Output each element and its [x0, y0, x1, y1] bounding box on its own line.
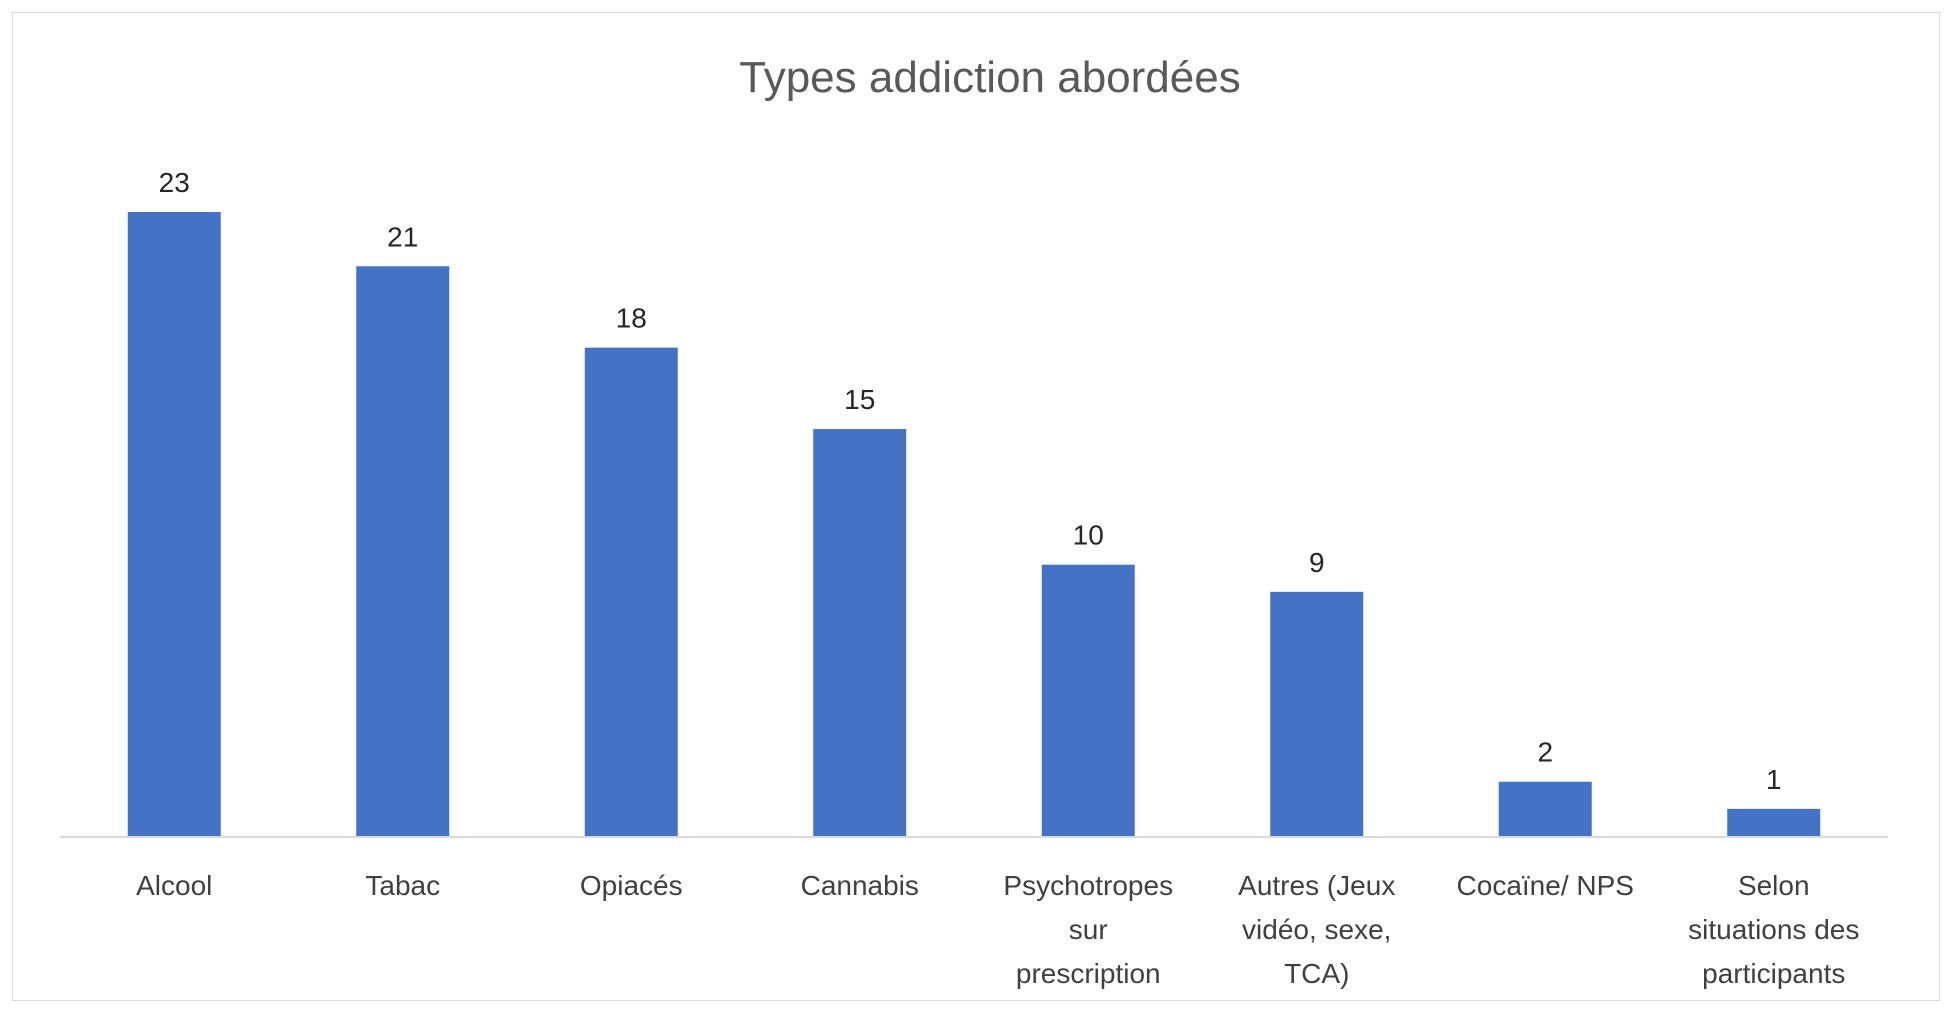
chart-title: Types addiction abordées [739, 53, 1240, 102]
bar-0 [127, 212, 221, 836]
x-tick-label-4: Psychotropes sur prescription [1003, 870, 1173, 989]
bar-5 [1270, 591, 1364, 836]
data-label-7: 1 [1766, 764, 1782, 795]
x-tick-label-7: Selon situations des participants [1688, 870, 1859, 989]
x-tick-labels-group: Alcool Tabac Opiacés Cannabis Psychotropes su… [136, 870, 1859, 989]
x-tick-label-2: Opiacés [580, 870, 683, 901]
bars-group [127, 212, 1821, 836]
x-tick-label-6: Cocaïne/ NPS [1457, 870, 1634, 901]
bar-6 [1498, 781, 1592, 836]
data-label-5: 9 [1309, 547, 1325, 578]
data-label-6: 2 [1537, 737, 1553, 768]
x-tick-label-3: Cannabis [801, 870, 919, 901]
bar-4 [1041, 564, 1135, 836]
data-label-2: 18 [616, 303, 647, 334]
x-tick-label-5: Autres (Jeux vidéo, sexe, TCA) [1238, 870, 1395, 989]
bar-1 [356, 266, 450, 836]
data-label-3: 15 [844, 384, 875, 415]
bar-2 [584, 347, 678, 836]
bar-3 [813, 429, 907, 836]
data-label-4: 10 [1073, 520, 1104, 551]
data-label-0: 23 [159, 167, 190, 198]
x-tick-label-0: Alcool [136, 870, 212, 901]
data-label-1: 21 [387, 221, 418, 252]
x-tick-label-1: Tabac [365, 870, 440, 901]
bar-7 [1727, 808, 1821, 836]
